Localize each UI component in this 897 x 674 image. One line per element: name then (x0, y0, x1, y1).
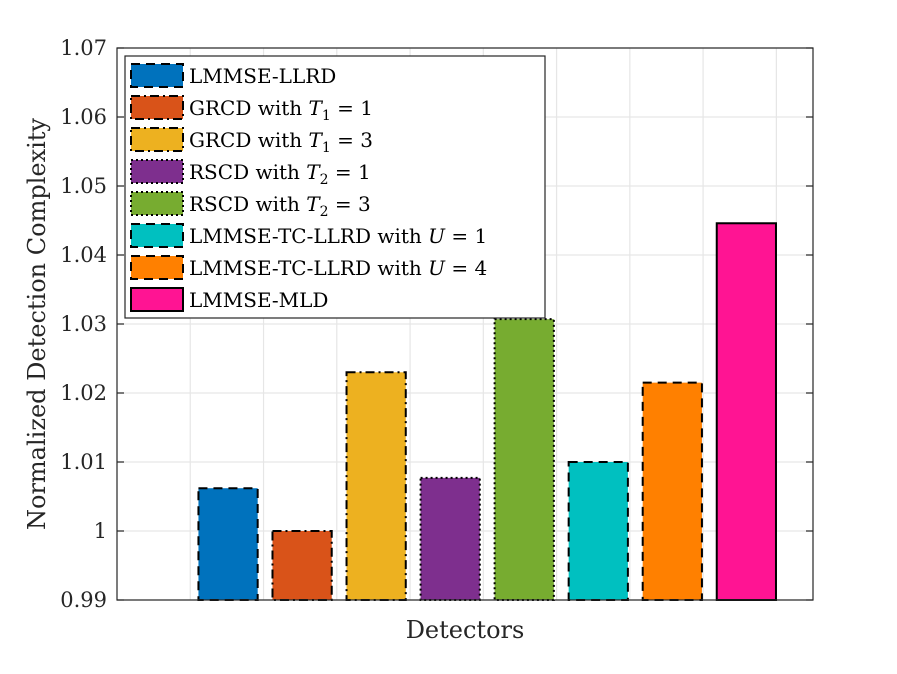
legend-label: LMMSE-TC-LLRD with U = 4 (189, 256, 487, 280)
legend-swatch (130, 159, 184, 184)
legend-box (124, 55, 546, 319)
y-tick-label: 1.05 (60, 174, 107, 198)
bar-4 (493, 318, 555, 601)
bar-0 (197, 487, 259, 601)
legend: LMMSE-LLRD GRCD with T1 = 1 GRCD with T1 =… (124, 55, 546, 319)
y-axis-ticks: 0.99 1 1.01 1.02 1.03 1.04 1.05 1.06 1.07 (60, 36, 813, 612)
y-tick-label: 1.01 (60, 450, 107, 474)
bar-7 (715, 222, 777, 601)
legend-label: LMMSE-TC-LLRD with U = 1 (189, 224, 487, 248)
bar-6 (641, 381, 703, 601)
y-tick-label: 0.99 (60, 588, 107, 612)
legend-swatch (130, 287, 184, 312)
y-tick-label: 1 (94, 519, 107, 543)
legend-swatch (130, 191, 184, 216)
bars (197, 222, 777, 601)
legend-swatch (130, 223, 184, 248)
y-tick-label: 1.03 (60, 312, 107, 336)
y-tick-label: 1.07 (60, 36, 107, 60)
legend-label: LMMSE-MLD (189, 288, 328, 312)
bar-3 (419, 476, 481, 601)
legend-label: GRCD with T1 = 1 (189, 96, 373, 124)
legend-label: LMMSE-LLRD (189, 64, 336, 88)
legend-swatch (130, 95, 184, 120)
legend-swatch (130, 127, 184, 152)
y-tick-label: 1.06 (60, 105, 107, 129)
legend-label: GRCD with T1 = 3 (189, 128, 373, 156)
legend-swatch (130, 63, 184, 88)
bar-1 (271, 530, 333, 601)
legend-label: RSCD with T2 = 3 (189, 192, 371, 220)
x-axis-label: Detectors (406, 616, 525, 644)
legend-label: RSCD with T2 = 1 (189, 160, 371, 188)
bar-2 (345, 371, 407, 601)
bar-5 (567, 461, 629, 601)
y-tick-label: 1.04 (60, 243, 107, 267)
y-axis-label: Normalized Detection Complexity (23, 118, 51, 530)
y-tick-label: 1.02 (60, 381, 107, 405)
legend-swatch (130, 255, 184, 280)
